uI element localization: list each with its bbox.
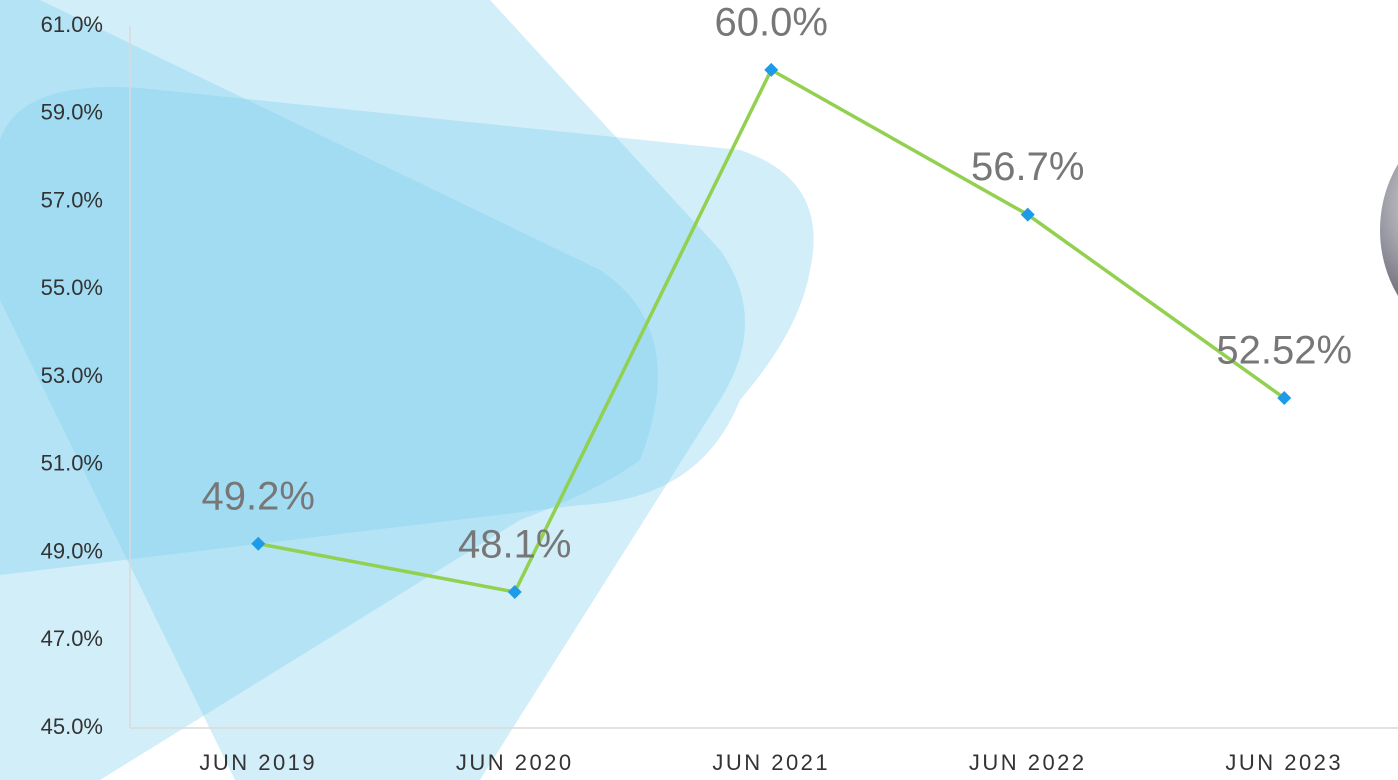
data-label: 60.0%: [715, 0, 828, 44]
y-tick-label: 53.0%: [41, 363, 103, 388]
x-tick-label: JUN 2022: [969, 750, 1087, 775]
data-label: 49.2%: [202, 474, 315, 518]
data-label: 48.1%: [458, 523, 571, 567]
y-tick-label: 61.0%: [41, 12, 103, 37]
marker: [764, 62, 779, 77]
y-tick-label: 57.0%: [41, 187, 103, 212]
x-tick-label: JUN 2021: [712, 750, 830, 775]
marker: [1277, 391, 1292, 406]
x-tick-label: JUN 2020: [456, 750, 574, 775]
y-tick-label: 49.0%: [41, 538, 103, 563]
x-tick-label: JUN 2023: [1225, 750, 1343, 775]
data-label: 56.7%: [971, 145, 1084, 189]
y-tick-label: 55.0%: [41, 275, 103, 300]
marker: [1020, 207, 1035, 222]
marker: [507, 584, 522, 599]
data-label: 52.52%: [1216, 329, 1352, 373]
marker: [251, 536, 266, 551]
y-tick-label: 47.0%: [41, 626, 103, 651]
x-tick-label: JUN 2019: [199, 750, 317, 775]
y-tick-label: 59.0%: [41, 100, 103, 125]
y-tick-label: 51.0%: [41, 451, 103, 476]
y-tick-label: 45.0%: [41, 714, 103, 739]
